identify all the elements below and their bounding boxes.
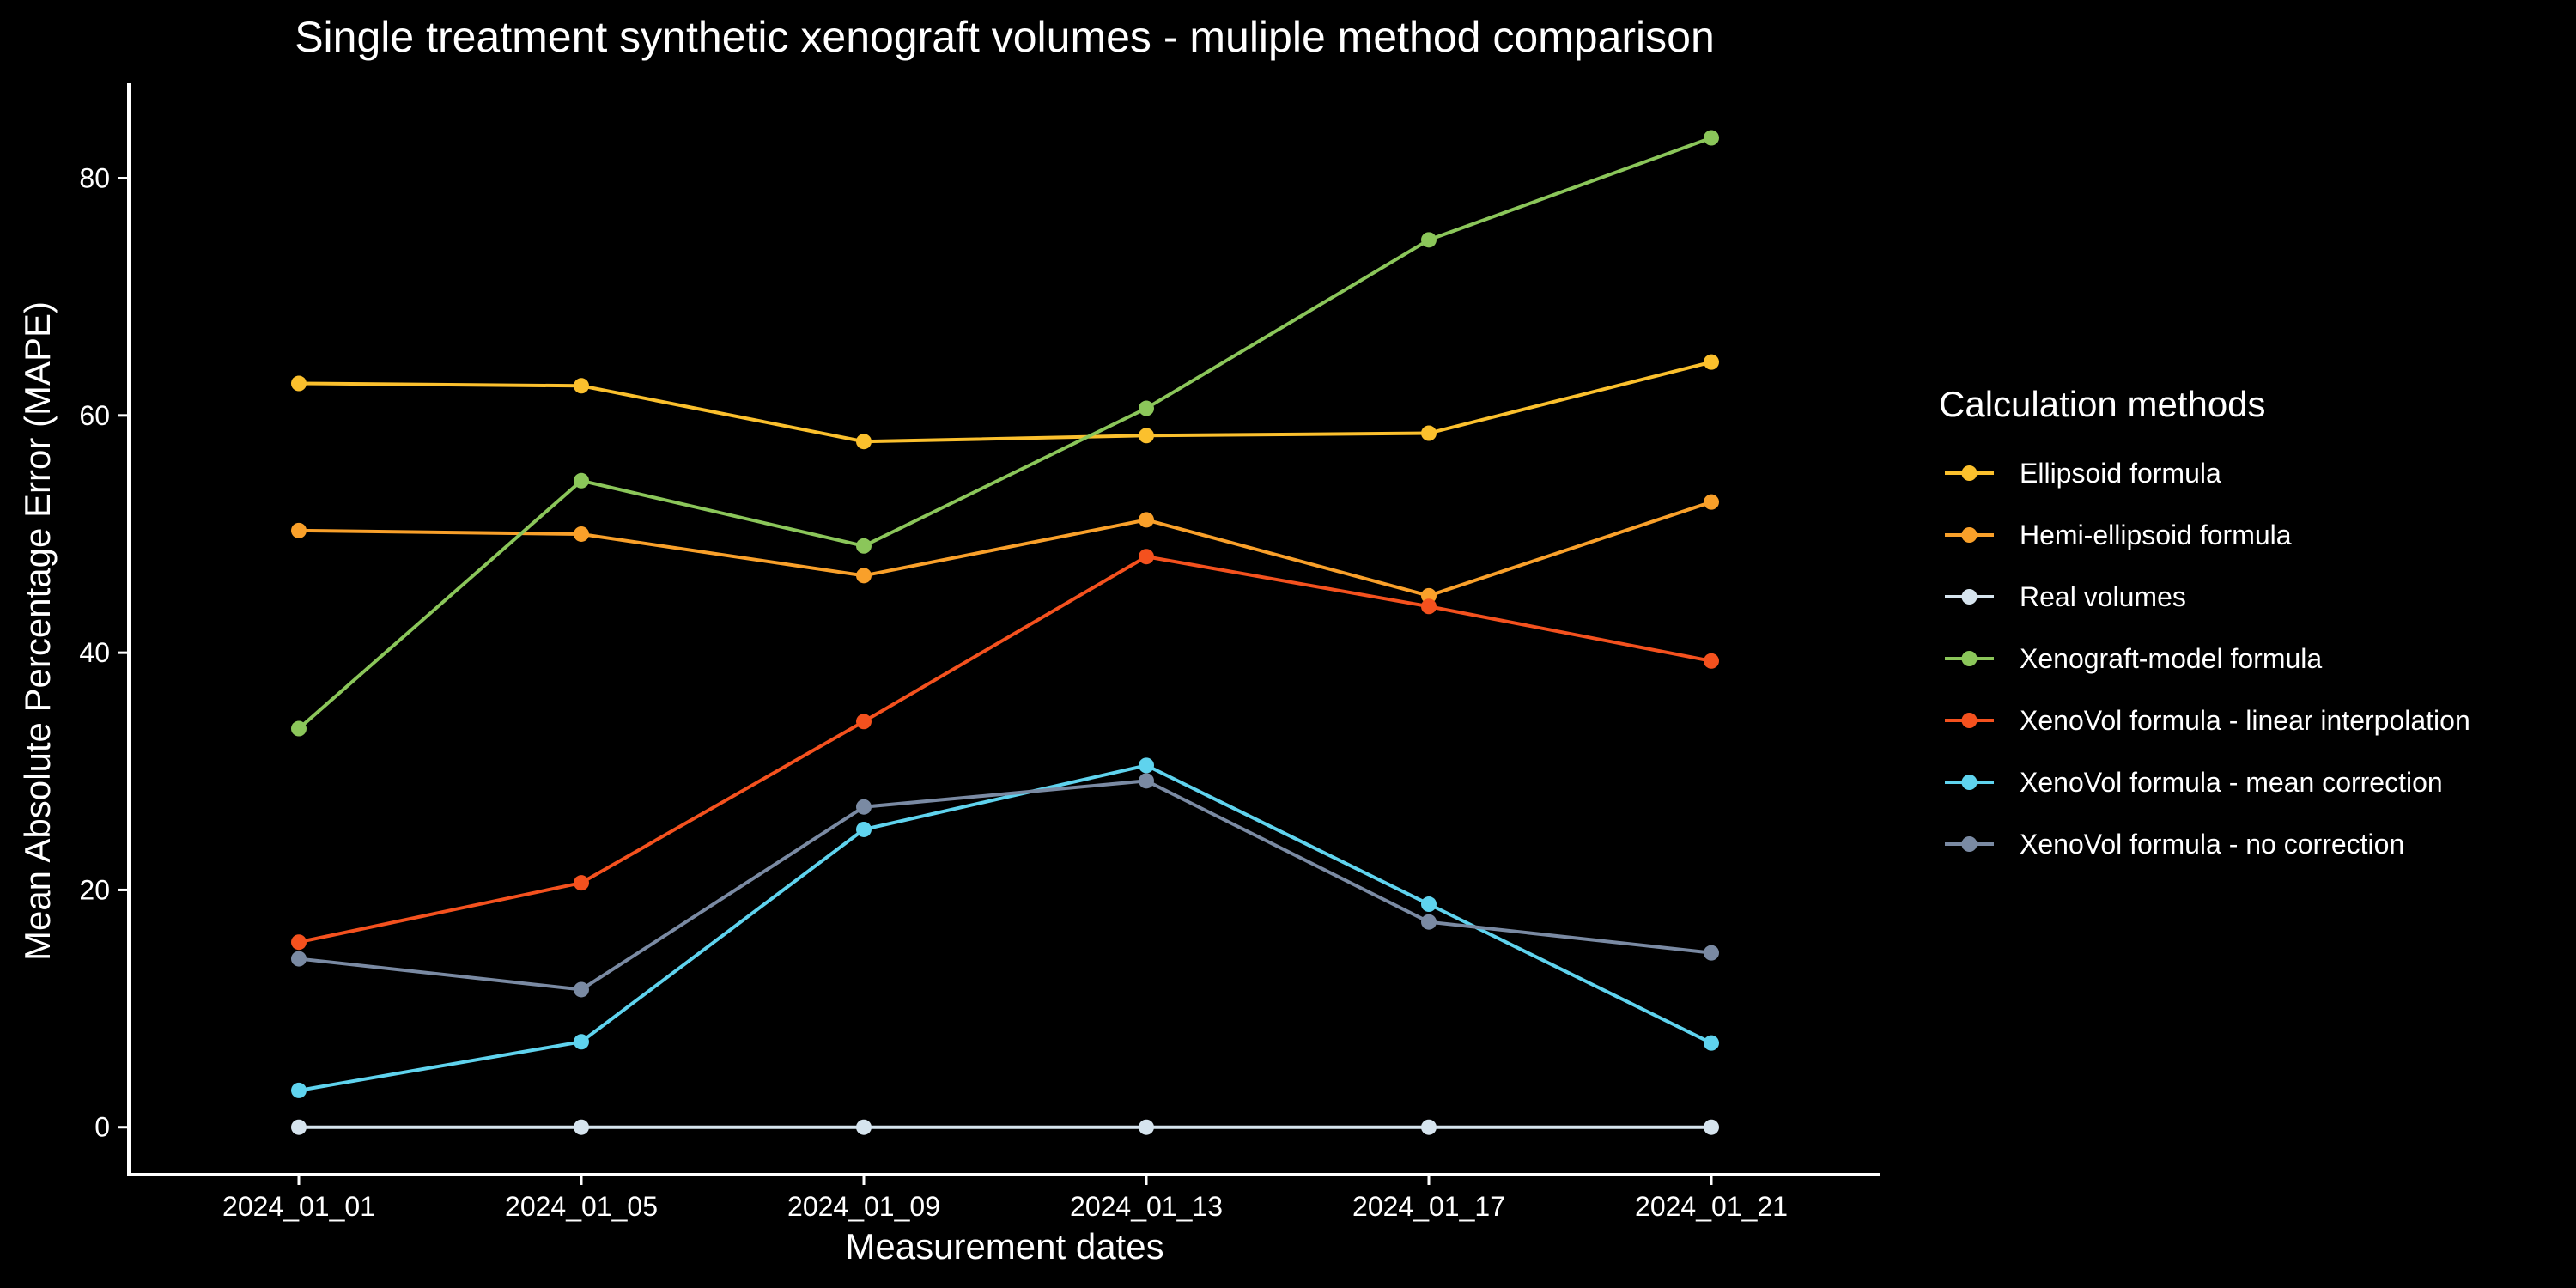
legend: Calculation methods Ellipsoid formula Hem… xyxy=(1939,384,2470,860)
data-point xyxy=(291,951,307,967)
data-point xyxy=(1421,232,1437,248)
data-point xyxy=(574,378,589,394)
legend-label: Ellipsoid formula xyxy=(2020,458,2221,489)
x-tick-label: 2024_01_17 xyxy=(1352,1191,1505,1222)
legend-label: XenoVol formula - linear interpolation xyxy=(2020,705,2470,736)
series-line xyxy=(298,763,1712,1092)
y-tick-label: 60 xyxy=(79,400,110,431)
legend-key-point xyxy=(1961,465,1978,481)
data-point xyxy=(1421,1119,1437,1135)
data-point xyxy=(574,1034,589,1050)
y-tick-label: 80 xyxy=(79,163,110,194)
data-point xyxy=(1421,914,1437,930)
data-point xyxy=(1704,1119,1719,1135)
x-tick-label: 2024_01_09 xyxy=(787,1191,940,1222)
x-axis-label: Measurement dates xyxy=(845,1226,1163,1267)
data-point xyxy=(856,1119,872,1135)
legend-key-point xyxy=(1961,836,1978,852)
x-axis-ticks: 2024_01_01 2024_01_05 2024_01_09 2024_01_13… xyxy=(222,1175,1788,1222)
data-point xyxy=(1704,945,1719,961)
series-group xyxy=(291,130,1719,737)
series-line xyxy=(298,779,1712,992)
data-point xyxy=(291,720,307,737)
legend-item: Real volumes xyxy=(1945,581,2186,612)
data-point xyxy=(856,568,872,584)
legend-key-point xyxy=(1961,651,1978,666)
legend-label: Real volumes xyxy=(2020,581,2186,612)
legend-title: Calculation methods xyxy=(1939,384,2266,424)
legend-item: Ellipsoid formula xyxy=(1945,458,2221,489)
legend-key-point xyxy=(1961,775,1978,790)
series-group xyxy=(291,1119,1719,1135)
legend-label: XenoVol formula - mean correction xyxy=(2020,767,2443,798)
legend-label: Xenograft-model formula xyxy=(2020,643,2322,674)
data-point xyxy=(1704,1035,1719,1051)
data-point xyxy=(1139,400,1154,416)
legend-item: Hemi-ellipsoid formula xyxy=(1945,519,2292,550)
data-point xyxy=(1421,598,1437,615)
data-point xyxy=(1421,425,1437,441)
x-tick-label: 2024_01_01 xyxy=(222,1191,375,1222)
data-point xyxy=(1704,494,1719,510)
series-group xyxy=(291,549,1719,951)
data-point xyxy=(291,934,307,951)
x-tick-label: 2024_01_13 xyxy=(1070,1191,1223,1222)
series-line xyxy=(298,360,1712,444)
y-tick-label: 0 xyxy=(94,1112,110,1143)
series-group xyxy=(291,494,1719,604)
data-point xyxy=(856,799,872,815)
data-point xyxy=(1704,354,1719,370)
data-point xyxy=(291,1082,307,1098)
series-line xyxy=(297,136,1712,731)
data-point xyxy=(291,375,307,392)
data-point xyxy=(1139,773,1154,789)
series-line xyxy=(298,555,1712,945)
data-point xyxy=(1139,1119,1154,1135)
data-point xyxy=(574,981,589,998)
data-point xyxy=(1139,757,1154,774)
legend-label: Hemi-ellipsoid formula xyxy=(2020,519,2292,550)
chart-title: Single treatment synthetic xenograft vol… xyxy=(295,13,1715,61)
data-point xyxy=(1139,428,1154,444)
data-point xyxy=(574,1119,589,1135)
data-point xyxy=(856,538,872,554)
data-point xyxy=(1139,512,1154,528)
data-point xyxy=(574,472,589,489)
x-tick-label: 2024_01_05 xyxy=(505,1191,658,1222)
data-point xyxy=(291,1119,307,1135)
series-group xyxy=(291,757,1719,1098)
legend-key-point xyxy=(1961,527,1978,543)
legend-label: XenoVol formula - no correction xyxy=(2020,829,2404,860)
legend-key-point xyxy=(1961,589,1978,605)
y-tick-label: 20 xyxy=(79,874,110,905)
y-axis-ticks: 0 20 40 60 80 xyxy=(79,163,129,1143)
series-group xyxy=(291,354,1719,450)
series-layer xyxy=(291,130,1719,1135)
data-point xyxy=(1421,587,1437,604)
y-axis-label: Mean Absolute Percentage Error (MAPE) xyxy=(17,301,58,961)
data-point xyxy=(574,875,589,891)
data-point xyxy=(1704,653,1719,669)
data-point xyxy=(1421,896,1437,913)
y-tick-label: 40 xyxy=(79,637,110,668)
series-line xyxy=(298,500,1712,598)
series-group xyxy=(291,773,1719,998)
data-point xyxy=(291,522,307,538)
legend-item: Xenograft-model formula xyxy=(1945,643,2322,674)
data-point xyxy=(856,434,872,450)
data-point xyxy=(1139,549,1154,565)
data-point xyxy=(856,714,872,730)
x-tick-label: 2024_01_21 xyxy=(1635,1191,1788,1222)
data-point xyxy=(856,821,872,837)
legend-item: XenoVol formula - linear interpolation xyxy=(1945,705,2470,736)
legend-key-point xyxy=(1961,713,1978,728)
legend-item: XenoVol formula - no correction xyxy=(1945,829,2404,860)
legend-item: XenoVol formula - mean correction xyxy=(1945,767,2443,798)
data-point xyxy=(574,526,589,542)
data-point xyxy=(1704,130,1719,146)
